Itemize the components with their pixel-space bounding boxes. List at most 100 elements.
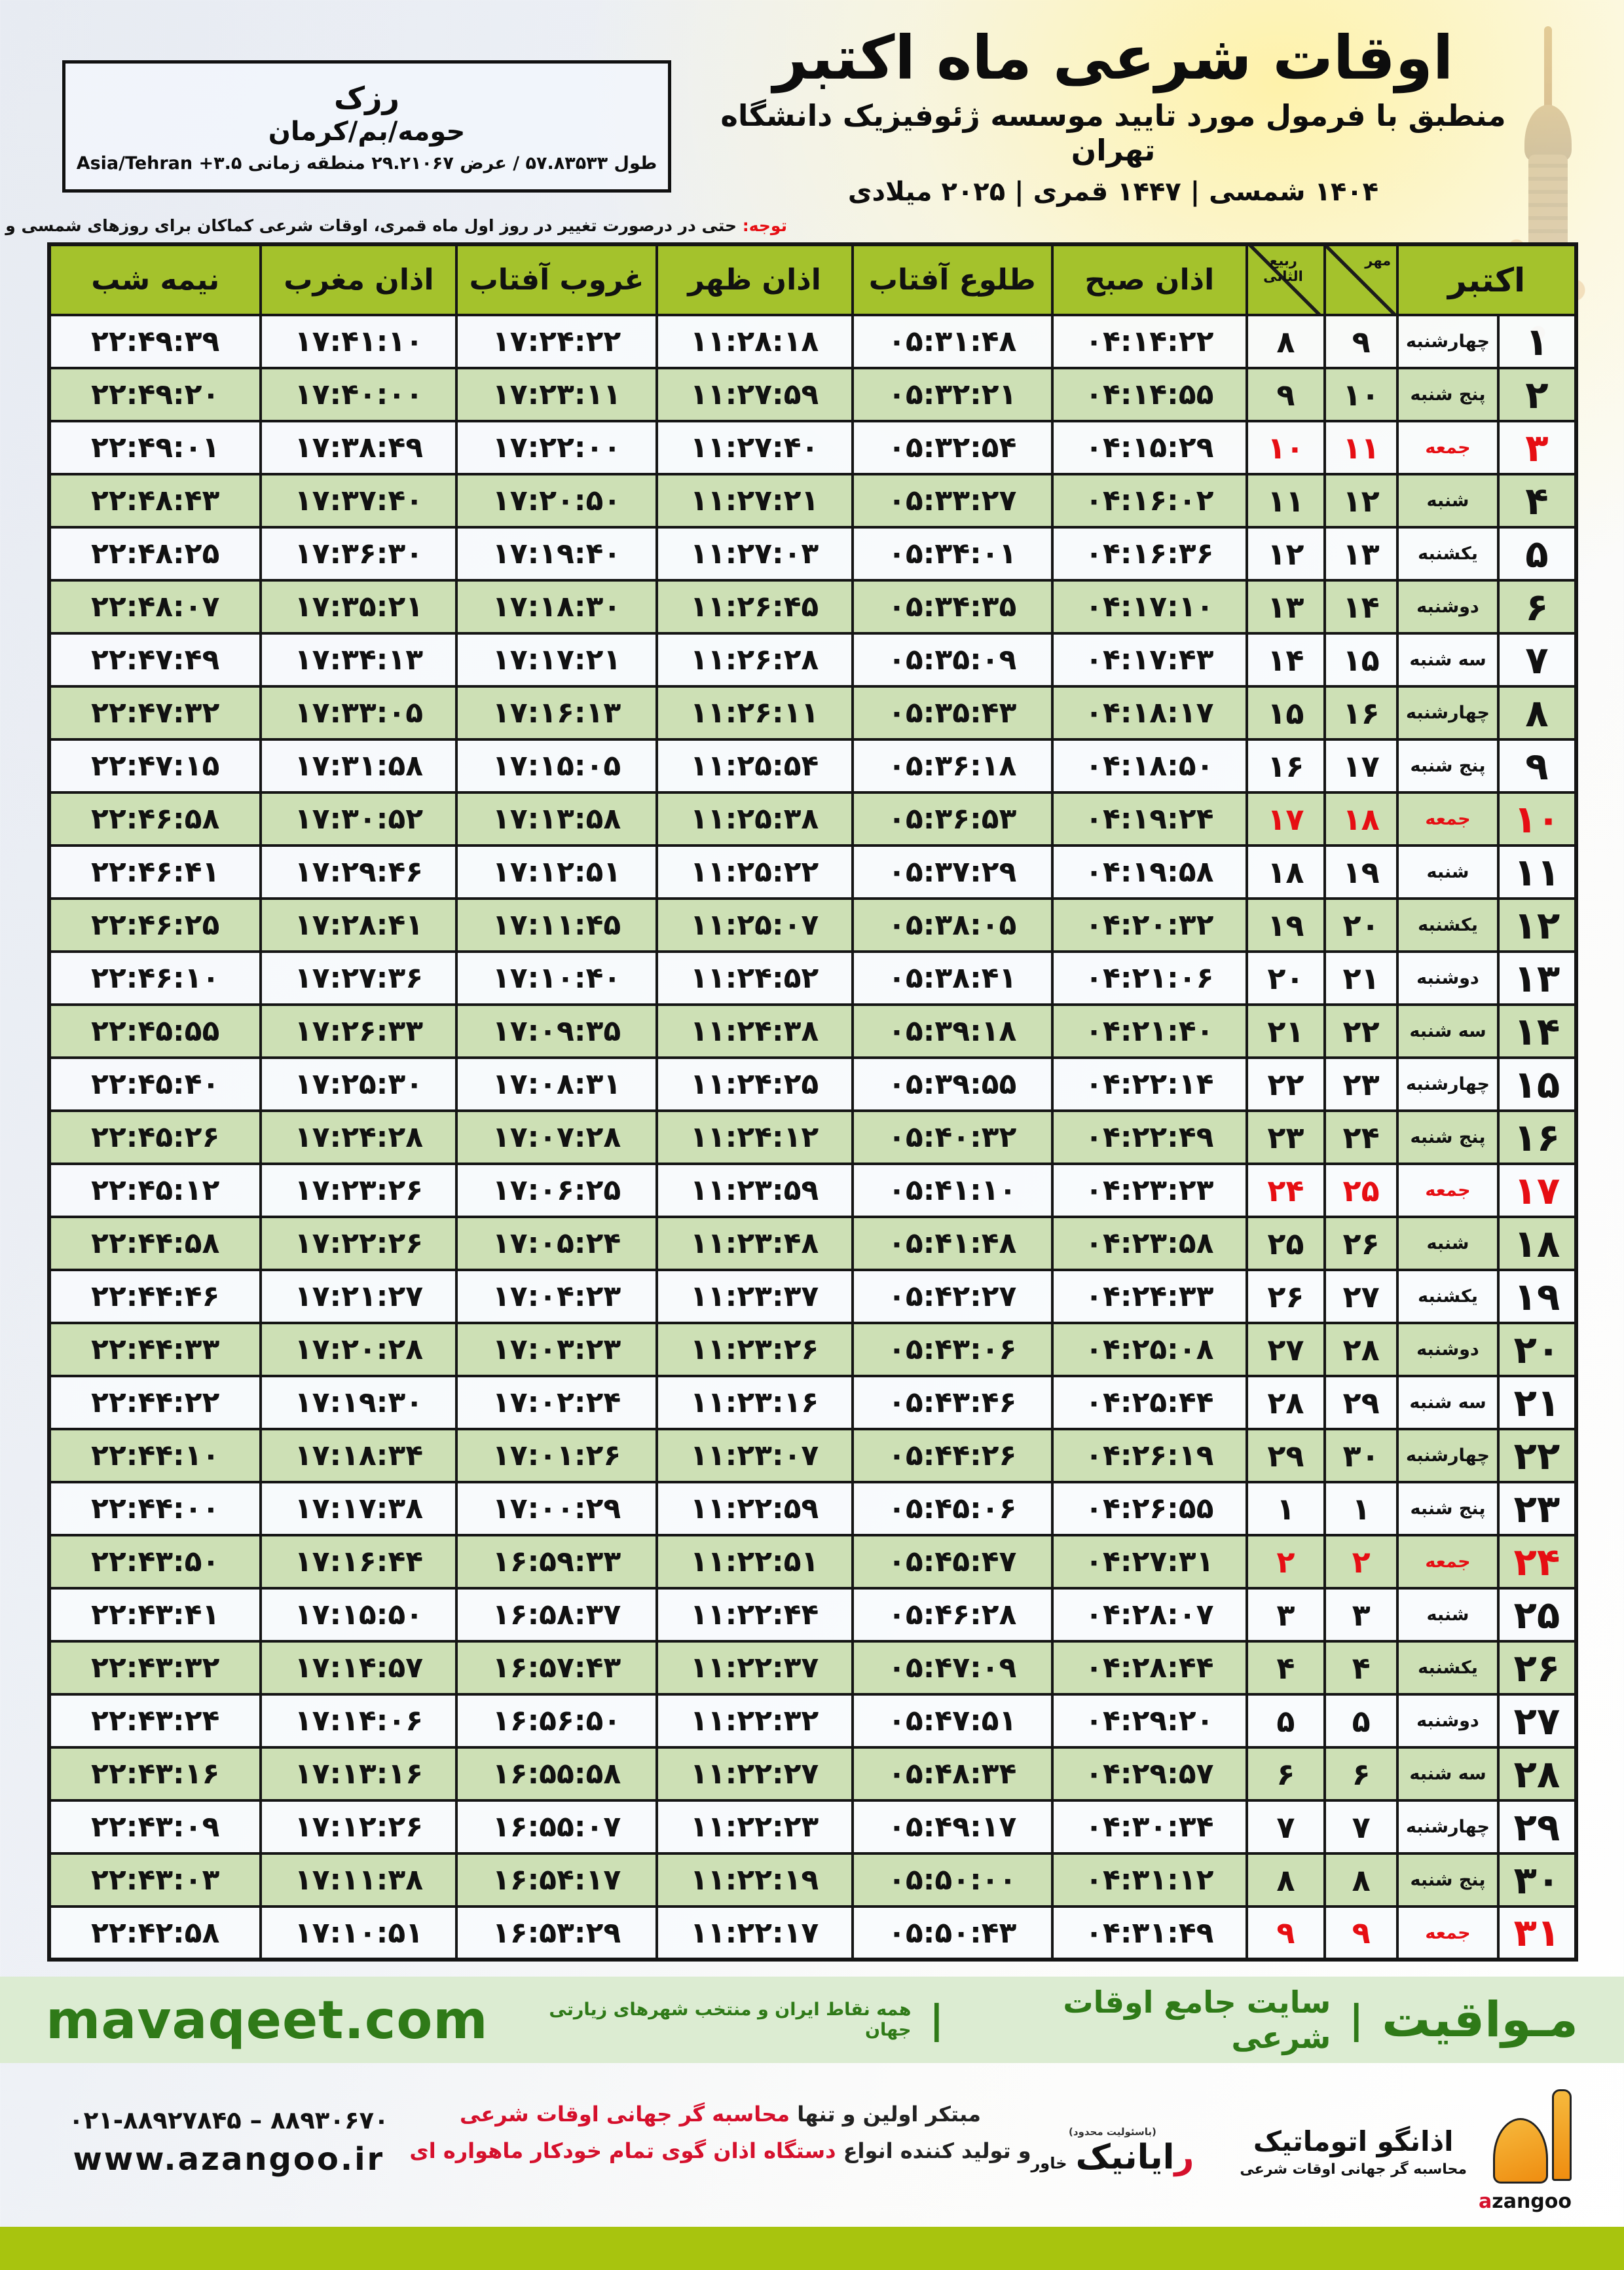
cell-azan-sobh: ۰۴:۲۸:۴۴ — [1050, 1640, 1248, 1696]
cell-ghorub-aftab: ۱۷:۱۰:۴۰ — [455, 950, 658, 1006]
cell-azan-sobh: ۰۴:۱۷:۱۰ — [1050, 579, 1248, 635]
header-mehr: مهر — [1365, 253, 1392, 269]
cell-weekday: یکشنبه — [1396, 526, 1500, 582]
cell-azan-maghreb: ۱۷:۱۰:۵۱ — [259, 1905, 458, 1961]
cell-azan-maghreb: ۱۷:۲۴:۲۸ — [259, 1109, 458, 1165]
cell-weekday: دوشنبه — [1396, 950, 1500, 1006]
cell-lunar-day: ۲ — [1245, 1534, 1327, 1590]
table-row: ۱۰ جمعه ۱۸ ۱۷ ۰۴:۱۹:۲۴ ۰۵:۳۶:۵۳ ۱۱:۲۵:۳۸… — [47, 791, 1578, 847]
cell-azan-zohr: ۱۱:۲۵:۵۴ — [655, 738, 854, 794]
table-row: ۱۶ پنج شنبه ۲۴ ۲۳ ۰۴:۲۲:۴۹ ۰۵:۴۰:۳۲ ۱۱:۲… — [47, 1109, 1578, 1165]
cell-azan-sobh: ۰۴:۱۶:۰۲ — [1050, 473, 1248, 529]
cell-october-day: ۲۲ — [1496, 1428, 1578, 1483]
cell-october-day: ۳۱ — [1496, 1905, 1578, 1961]
cell-ghorub-aftab: ۱۷:۰۶:۲۵ — [455, 1163, 658, 1218]
cell-azan-sobh: ۰۴:۱۴:۲۲ — [1050, 314, 1248, 369]
cell-october-day: ۱۵ — [1496, 1056, 1578, 1112]
cell-azan-zohr: ۱۱:۲۲:۲۷ — [655, 1746, 854, 1802]
azangoo-title-fa: اذانگو اتوماتیک — [1253, 2125, 1454, 2157]
cell-nimeh-shab: ۲۲:۴۵:۴۰ — [47, 1056, 263, 1112]
cell-azan-sobh: ۰۴:۲۱:۴۰ — [1050, 1003, 1248, 1059]
cell-nimeh-shab: ۲۲:۴۴:۲۲ — [47, 1375, 263, 1430]
cell-nimeh-shab: ۲۲:۴۶:۴۱ — [47, 844, 263, 900]
cell-tolu-aftab: ۰۵:۴۳:۰۶ — [851, 1322, 1054, 1377]
cell-solar-day: ۹ — [1323, 1905, 1399, 1961]
cell-tolu-aftab: ۰۵:۴۴:۲۶ — [851, 1428, 1054, 1483]
cell-weekday: پنج شنبه — [1396, 1481, 1500, 1536]
cell-azan-maghreb: ۱۷:۳۰:۵۲ — [259, 791, 458, 847]
table-header-row: اکتبر مهر آبان ربیع الثانی جمادی الاول ا… — [47, 243, 1578, 316]
cell-weekday: دوشنبه — [1396, 1693, 1500, 1749]
cell-solar-day: ۲۸ — [1323, 1322, 1399, 1377]
mavaqeet-tagline-main: سایت جامع اوقات شرعی — [1063, 1984, 1331, 2055]
cell-october-day: ۶ — [1496, 579, 1578, 635]
bottom-olive-bar — [0, 2227, 1624, 2270]
cell-lunar-day: ۲۹ — [1245, 1428, 1327, 1483]
azangoo-website: www.azangoo.ir — [73, 2141, 385, 2178]
cell-azan-zohr: ۱۱:۲۵:۲۲ — [655, 844, 854, 900]
cell-ghorub-aftab: ۱۷:۰۵:۲۴ — [455, 1216, 658, 1271]
cell-tolu-aftab: ۰۵:۳۴:۰۱ — [851, 526, 1054, 582]
cell-ghorub-aftab: ۱۷:۲۳:۱۱ — [455, 367, 658, 422]
cell-weekday: پنج شنبه — [1396, 367, 1500, 422]
cell-nimeh-shab: ۲۲:۴۳:۰۳ — [47, 1852, 263, 1908]
cell-october-day: ۲۹ — [1496, 1799, 1578, 1855]
table-row: ۲ پنج شنبه ۱۰ ۹ ۰۴:۱۴:۵۵ ۰۵:۳۲:۲۱ ۱۱:۲۷:… — [47, 367, 1578, 422]
cell-nimeh-shab: ۲۲:۴۷:۳۲ — [47, 685, 263, 741]
cell-azan-sobh: ۰۴:۲۵:۴۴ — [1050, 1375, 1248, 1430]
cell-october-day: ۲ — [1496, 367, 1578, 422]
footer-slogan: مبتکر اولین و تنها محاسبه گر جهانی اوقات… — [393, 2096, 1048, 2169]
rayanik-wordmark-rest: ایانیک — [1075, 2137, 1175, 2177]
cell-azan-maghreb: ۱۷:۲۹:۴۶ — [259, 844, 458, 900]
table-row: ۱۷ جمعه ۲۵ ۲۴ ۰۴:۲۳:۲۳ ۰۵:۴۱:۱۰ ۱۱:۲۳:۵۹… — [47, 1163, 1578, 1218]
header-october: اکتبر — [1396, 243, 1578, 316]
cell-azan-maghreb: ۱۷:۴۰:۰۰ — [259, 367, 458, 422]
cell-tolu-aftab: ۰۵:۳۹:۱۸ — [851, 1003, 1054, 1059]
cell-solar-day: ۳۰ — [1323, 1428, 1399, 1483]
cell-solar-day: ۲۷ — [1323, 1269, 1399, 1324]
cell-azan-maghreb: ۱۷:۱۷:۳۸ — [259, 1481, 458, 1536]
cell-solar-day: ۱۳ — [1323, 526, 1399, 582]
cell-azan-maghreb: ۱۷:۲۵:۳۰ — [259, 1056, 458, 1112]
cell-azan-zohr: ۱۱:۲۲:۲۳ — [655, 1799, 854, 1855]
cell-ghorub-aftab: ۱۶:۵۵:۰۷ — [455, 1799, 658, 1855]
cell-azan-zohr: ۱۱:۲۳:۲۶ — [655, 1322, 854, 1377]
cell-azan-sobh: ۰۴:۲۶:۱۹ — [1050, 1428, 1248, 1483]
cell-azan-sobh: ۰۴:۳۱:۱۲ — [1050, 1852, 1248, 1908]
header-solar-months: مهر آبان — [1323, 243, 1399, 316]
cell-solar-day: ۲۹ — [1323, 1375, 1399, 1430]
cell-tolu-aftab: ۰۵:۵۰:۴۳ — [851, 1905, 1054, 1961]
table-row: ۱ چهارشنبه ۹ ۸ ۰۴:۱۴:۲۲ ۰۵:۳۱:۴۸ ۱۱:۲۸:۱… — [47, 314, 1578, 369]
cell-azan-sobh: ۰۴:۲۸:۰۷ — [1050, 1587, 1248, 1643]
cell-lunar-day: ۱۸ — [1245, 844, 1327, 900]
cell-azan-zohr: ۱۱:۲۳:۱۶ — [655, 1375, 854, 1430]
cell-azan-zohr: ۱۱:۲۶:۲۸ — [655, 632, 854, 688]
table-row: ۲۶ یکشنبه ۴ ۴ ۰۴:۲۸:۴۴ ۰۵:۴۷:۰۹ ۱۱:۲۲:۳۷… — [47, 1640, 1578, 1696]
cell-lunar-day: ۲۶ — [1245, 1269, 1327, 1324]
cell-lunar-day: ۶ — [1245, 1746, 1327, 1802]
azangoo-wordmark-a: a — [1478, 2190, 1492, 2213]
table-row: ۳ جمعه ۱۱ ۱۰ ۰۴:۱۵:۲۹ ۰۵:۳۲:۵۴ ۱۱:۲۷:۴۰ … — [47, 420, 1578, 475]
cell-nimeh-shab: ۲۲:۴۳:۰۹ — [47, 1799, 263, 1855]
cell-weekday: جمعه — [1396, 1163, 1500, 1218]
cell-weekday: سه شنبه — [1396, 1375, 1500, 1430]
cell-tolu-aftab: ۰۵:۴۶:۲۸ — [851, 1587, 1054, 1643]
cell-azan-sobh: ۰۴:۲۲:۱۴ — [1050, 1056, 1248, 1112]
cell-azan-maghreb: ۱۷:۱۳:۱۶ — [259, 1746, 458, 1802]
cell-lunar-day: ۱۵ — [1245, 685, 1327, 741]
slogan-line-2: و تولید کننده انواع دستگاه اذان گوی تمام… — [393, 2132, 1048, 2169]
cell-october-day: ۱۷ — [1496, 1163, 1578, 1218]
cell-nimeh-shab: ۲۲:۴۶:۵۸ — [47, 791, 263, 847]
cell-nimeh-shab: ۲۲:۴۸:۴۳ — [47, 473, 263, 529]
table-row: ۳۱ جمعه ۹ ۹ ۰۴:۳۱:۴۹ ۰۵:۵۰:۴۳ ۱۱:۲۲:۱۷ ۱… — [47, 1905, 1578, 1961]
cell-october-day: ۲۶ — [1496, 1640, 1578, 1696]
cell-solar-day: ۱۲ — [1323, 473, 1399, 529]
cell-october-day: ۱۲ — [1496, 897, 1578, 953]
cell-ghorub-aftab: ۱۶:۵۶:۵۰ — [455, 1693, 658, 1749]
cell-tolu-aftab: ۰۵:۳۳:۲۷ — [851, 473, 1054, 529]
cell-nimeh-shab: ۲۲:۴۶:۲۵ — [47, 897, 263, 953]
cell-solar-day: ۱۹ — [1323, 844, 1399, 900]
cell-nimeh-shab: ۲۲:۴۷:۴۹ — [47, 632, 263, 688]
table-row: ۳۰ پنج شنبه ۸ ۸ ۰۴:۳۱:۱۲ ۰۵:۵۰:۰۰ ۱۱:۲۲:… — [47, 1852, 1578, 1908]
